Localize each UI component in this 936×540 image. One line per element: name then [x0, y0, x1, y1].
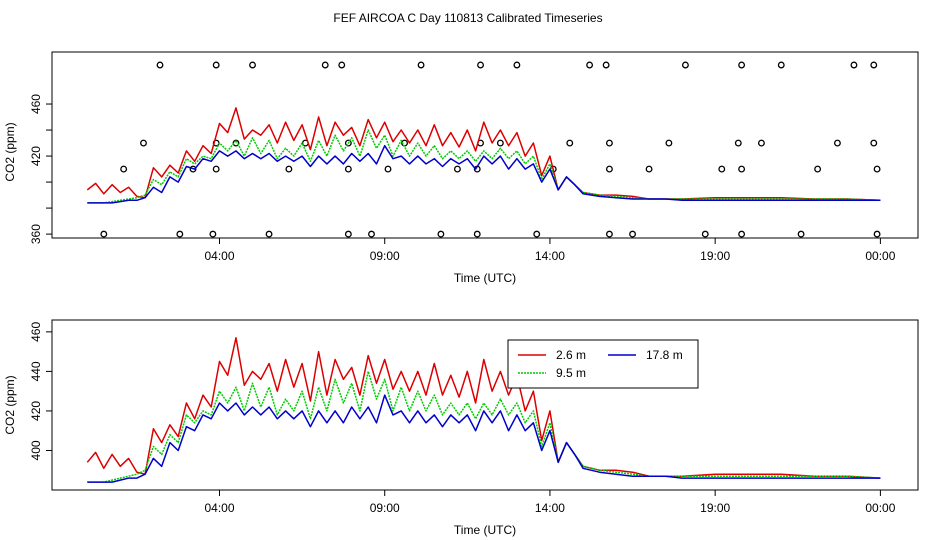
- calibration-point: [665, 139, 673, 147]
- calibration-point: [734, 139, 742, 147]
- calibration-point: [140, 139, 147, 147]
- calibration-point: [850, 61, 858, 69]
- calibration-point: [338, 61, 346, 69]
- calibration-point: [496, 139, 504, 147]
- top-x-axis: 04:00 09:00 14:00 19:00 00:00: [204, 238, 896, 263]
- calibration-point: [453, 165, 461, 173]
- calibration-point: [212, 61, 220, 69]
- calibration-point: [605, 139, 613, 147]
- top-x-axis-label: Time (UTC): [454, 271, 516, 285]
- calibration-point: [344, 165, 352, 173]
- top-x-tick-label: 19:00: [700, 249, 730, 263]
- calibration-point: [870, 61, 878, 69]
- calibration-point: [285, 165, 293, 173]
- calibration-point: [384, 165, 392, 173]
- calibration-point: [873, 165, 881, 173]
- top-y-tick-label: 460: [29, 94, 43, 114]
- top-series-s178: [87, 144, 881, 204]
- legend: 2.6 m 17.8 m 9.5 m: [507, 339, 699, 389]
- top-calibration-points: [100, 61, 881, 238]
- calibration-point: [212, 165, 220, 173]
- bottom-series-s26: [86, 337, 881, 479]
- bottom-x-tick-label: 09:00: [370, 501, 400, 515]
- calibration-point: [473, 230, 481, 238]
- calibration-point: [344, 230, 352, 238]
- calibration-point: [100, 230, 108, 238]
- calibration-point: [738, 230, 746, 238]
- chart-title: FEF AIRCOA C Day 110813 Calibrated Times…: [333, 11, 602, 25]
- top-y-tick-label: 360: [29, 224, 43, 244]
- bottom-series-s95: [87, 370, 881, 483]
- top-panel: 360 420 460 04:00 09:00 14:00 19:00 00:00 Time…: [3, 51, 919, 285]
- calibration-point: [249, 61, 256, 69]
- calibration-point: [156, 61, 164, 69]
- calibration-point: [533, 230, 541, 238]
- top-plot-frame: [51, 51, 919, 239]
- calibration-point: [738, 165, 746, 173]
- calibration-point: [321, 61, 329, 69]
- calibration-point: [513, 61, 521, 69]
- bottom-panel: 400 420 440 460 04:00 09:00 14:00 19:00 00:00 T…: [3, 319, 919, 537]
- top-series-s95: [87, 129, 881, 204]
- calibration-point: [344, 139, 352, 147]
- top-y-axis: 360 420 460: [29, 94, 52, 244]
- bottom-x-tick-label: 19:00: [700, 501, 730, 515]
- calibration-point: [605, 165, 613, 173]
- calibration-point: [681, 61, 689, 69]
- calibration-point: [718, 165, 726, 173]
- calibration-point: [738, 61, 746, 69]
- calibration-point: [701, 230, 709, 238]
- top-series-lines: [86, 107, 881, 204]
- bottom-plot-frame: [51, 319, 919, 491]
- top-x-tick-label: 00:00: [865, 249, 895, 263]
- bottom-y-tick-label: 460: [29, 322, 43, 342]
- top-y-axis-label: CO2 (ppm): [3, 122, 17, 181]
- bottom-x-tick-label: 14:00: [535, 501, 565, 515]
- calibration-point: [757, 139, 765, 147]
- legend-label-2.6m: 2.6 m: [556, 348, 586, 362]
- calibration-point: [797, 230, 805, 238]
- top-x-tick-label: 04:00: [204, 249, 234, 263]
- calibration-point: [605, 230, 613, 238]
- top-series-s26: [86, 107, 881, 202]
- bottom-x-tick-label: 00:00: [865, 501, 895, 515]
- calibration-point: [417, 61, 425, 69]
- calibration-point: [833, 139, 841, 147]
- bottom-y-tick-label: 440: [29, 361, 43, 381]
- bottom-x-axis: 04:00 09:00 14:00 19:00 00:00: [204, 490, 896, 515]
- bottom-y-axis: 400 420 440 460: [29, 322, 52, 460]
- bottom-y-tick-label: 420: [29, 401, 43, 421]
- calibration-point: [586, 61, 594, 69]
- calibration-point: [189, 165, 197, 173]
- calibration-point: [176, 230, 184, 238]
- bottom-y-tick-label: 400: [29, 440, 43, 460]
- bottom-y-axis-label: CO2 (ppm): [3, 375, 17, 434]
- calibration-point: [566, 139, 574, 147]
- calibration-point: [437, 230, 445, 238]
- top-x-tick-label: 14:00: [535, 249, 565, 263]
- calibration-point: [873, 230, 881, 238]
- legend-label-9.5m: 9.5 m: [556, 366, 586, 380]
- calibration-point: [870, 139, 878, 147]
- calibration-point: [265, 230, 273, 238]
- calibration-point: [629, 230, 637, 238]
- calibration-point: [814, 165, 822, 173]
- calibration-point: [777, 61, 785, 69]
- bottom-series-s178: [87, 394, 881, 483]
- calibration-point: [120, 165, 128, 173]
- top-x-tick-label: 09:00: [370, 249, 400, 263]
- top-y-tick-label: 420: [29, 146, 43, 166]
- bottom-x-axis-label: Time (UTC): [454, 523, 516, 537]
- bottom-x-tick-label: 04:00: [204, 501, 234, 515]
- legend-box: [507, 339, 699, 389]
- legend-label-17.8m: 17.8 m: [646, 348, 683, 362]
- calibration-point: [368, 230, 375, 238]
- calibration-point: [477, 61, 484, 69]
- calibration-point: [602, 61, 610, 69]
- bottom-series-lines: [86, 337, 881, 483]
- calibration-point: [645, 165, 653, 173]
- calibration-point: [209, 230, 217, 238]
